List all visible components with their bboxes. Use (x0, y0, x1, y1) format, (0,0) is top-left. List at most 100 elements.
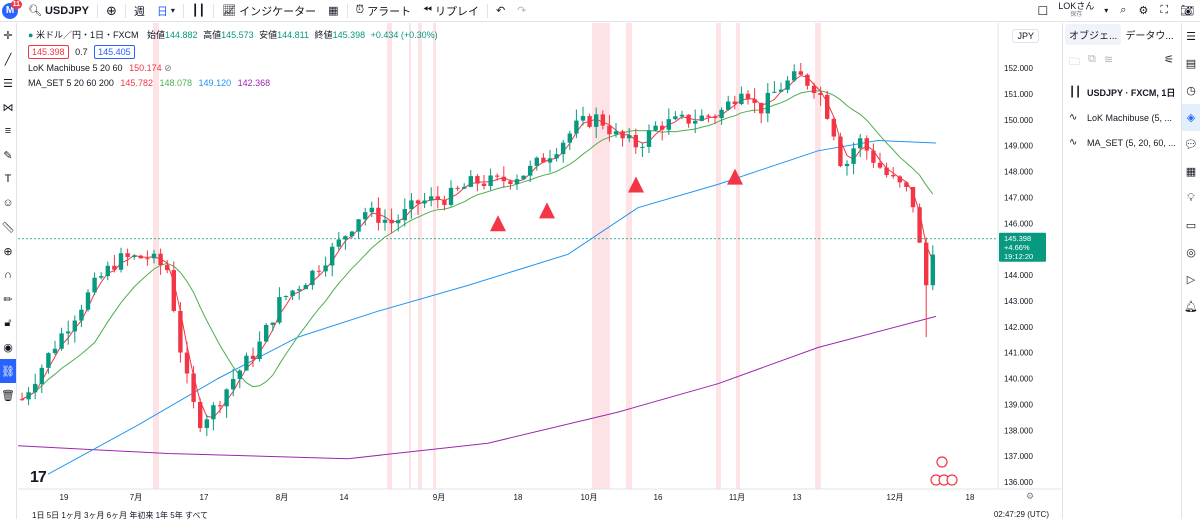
brush-icon[interactable]: ✎ (3, 149, 13, 162)
redo-button[interactable]: ↷ (511, 0, 532, 22)
indicator-machibuse[interactable]: LoK Machibuse 5 20 60 150.174 ⊘ (28, 63, 438, 74)
currency-button[interactable]: JPY (1012, 29, 1039, 43)
candle-body (858, 138, 863, 149)
indicator-name: MA_SET 5 20 60 200 (28, 78, 114, 88)
signal-triangle (539, 202, 555, 219)
indicators-button[interactable]: 📈︎ インジケーター (216, 0, 322, 22)
emoji-icon[interactable]: ☺ (2, 197, 14, 209)
calendar-icon[interactable]: ▦ (1185, 166, 1197, 178)
candle-body (719, 109, 724, 119)
axis-settings-icon: ⚙ (1026, 491, 1034, 501)
horizontal-lines-icon[interactable]: ☰ (3, 77, 13, 90)
indicator-value: 150.174 (129, 63, 162, 73)
candle-body (316, 270, 322, 272)
pattern-icon[interactable]: ⋈ (2, 101, 14, 114)
tab-object-tree[interactable]: オブジェ... (1065, 23, 1122, 45)
details-icon[interactable]: ▤ (1185, 58, 1197, 70)
candle-body (904, 182, 909, 187)
candle-body (184, 352, 190, 374)
eye-icon[interactable]: ◉ (3, 341, 13, 354)
candle-body (112, 265, 117, 270)
filter-icon[interactable]: ⚟ (1164, 54, 1174, 66)
candle-body (429, 196, 434, 201)
x-tick-label: 8月 (276, 493, 288, 502)
x-tick-label: 9月 (433, 493, 445, 502)
hidden-eye-icon[interactable]: ⊘ (164, 63, 172, 73)
add-symbol-button[interactable]: ⊕ (100, 0, 123, 22)
highlight-band (409, 23, 411, 489)
candle-body (171, 270, 176, 311)
y-tick-label: 146.000 (1004, 219, 1033, 228)
profile-logo[interactable]: M 11 (2, 0, 22, 19)
snapshot-button[interactable]: 📷︎ (1174, 0, 1200, 22)
object-tree-icon[interactable]: ◈ (1182, 104, 1200, 131)
interval-day-label: 日 (156, 5, 168, 18)
streams-icon[interactable]: ◎ (1186, 247, 1196, 259)
watchlist-icon[interactable]: ☰ (1186, 31, 1196, 43)
redo-icon: ↷ (517, 5, 527, 17)
object-item-symbol[interactable]: ┃┃ USDJPY · FXCM, 1日 (1063, 80, 1180, 105)
search-button[interactable]: ⌕ (1114, 0, 1132, 22)
layout-checkbox[interactable]: ☐ (1031, 0, 1054, 22)
ruler-icon[interactable]: 📏︎ (1, 221, 15, 234)
notifications-icon[interactable]: 🔔︎ (1184, 301, 1198, 313)
text-icon[interactable]: T (4, 173, 12, 185)
folder-icon[interactable]: 🗀︎ (1069, 56, 1080, 68)
trend-line-icon[interactable]: ╱ (4, 53, 12, 66)
candle-body (277, 297, 282, 323)
chat-icon[interactable]: 💬︎ (1184, 139, 1198, 151)
candle-body (290, 290, 295, 296)
chart-type-button[interactable]: ┃┃ (186, 0, 211, 22)
playback-icon[interactable]: ▷ (1186, 274, 1196, 286)
price-chart[interactable]: 152.000 151.000 150.000 149.000 148.000 147.0… (18, 23, 1061, 510)
candle-body (442, 200, 447, 205)
trash-icon[interactable]: 🗑︎ (1, 389, 15, 402)
candle-body (693, 120, 698, 124)
candle-body (627, 135, 632, 139)
object-item-machibuse[interactable]: ∿ LoK Machibuse (5, ... (1063, 105, 1180, 130)
layers-icon[interactable]: ≋ (1103, 54, 1114, 66)
interval-week-button[interactable]: 週 (133, 5, 145, 18)
candle-body (930, 254, 935, 286)
settings-button[interactable]: ⚙ (1132, 0, 1154, 22)
indicator-wave-icon: ∿ (1069, 137, 1078, 148)
rewind-icon: ⏪︎ (423, 4, 432, 16)
interval-day-button[interactable]: 日 ▾ (151, 0, 181, 22)
sell-price-button[interactable]: 145.398 (28, 45, 69, 59)
user-menu[interactable]: LOKさん 保存 (1054, 0, 1098, 22)
messages-icon[interactable]: ▭ (1185, 220, 1197, 232)
layouts-button[interactable]: ▦ (322, 0, 344, 22)
crosshair-icon[interactable]: ✛ (3, 29, 13, 42)
alert-button[interactable]: ⏰︎ アラート (350, 0, 418, 22)
candle-body (759, 102, 764, 114)
y-tick-label: 150.000 (1004, 116, 1033, 125)
candle-body (402, 209, 407, 221)
date-range-buttons[interactable]: 1日 5日 1ヶ月 3ヶ月 6ヶ月 年初来 1年 5年 すべて (32, 511, 209, 519)
zoom-in-icon[interactable]: ⊕ (3, 245, 13, 258)
ideas-icon[interactable]: 💡︎ (1187, 192, 1195, 204)
candle-body (198, 401, 203, 428)
link-icon[interactable]: ⛓ (0, 359, 16, 383)
fib-icon[interactable]: ≡ (4, 125, 12, 137)
user-menu-dropdown[interactable]: ▾ (1098, 0, 1114, 22)
object-item-ma-set[interactable]: ∿ MA_SET (5, 20, 60, ... (1063, 130, 1180, 155)
candle-body (270, 322, 275, 325)
lock-icon[interactable]: 🔓︎ (4, 316, 12, 329)
utc-clock[interactable]: 02:47:29 (UTC) (993, 510, 1049, 519)
fullscreen-button[interactable]: ⛶ (1154, 0, 1174, 22)
tab-data-window[interactable]: データウ... (1125, 30, 1174, 42)
buy-price-button[interactable]: 145.405 (94, 45, 135, 59)
stay-drawing-icon[interactable]: ✏ (3, 293, 13, 306)
clone-icon[interactable]: ⧉ (1088, 53, 1096, 65)
indicator-ma-set[interactable]: MA_SET 5 20 60 200 145.782 148.078 149.1… (28, 78, 438, 88)
undo-button[interactable]: ↶ (490, 0, 511, 22)
object-label: LoK Machibuse (5, ... (1087, 112, 1173, 123)
symbol-search[interactable]: 🔍︎ USDJPY (22, 0, 95, 22)
chart-pane[interactable]: 152.000 151.000 150.000 149.000 148.000 147.0… (18, 23, 1061, 519)
replay-button[interactable]: ⏪︎ リプレイ (417, 0, 485, 22)
y-tick-label: 138.000 (1004, 426, 1033, 435)
candle-body (283, 295, 289, 298)
alerts-clock-icon[interactable]: ◷ (1186, 85, 1196, 97)
candle-body (495, 175, 500, 177)
magnet-icon[interactable]: ∩ (4, 269, 12, 281)
